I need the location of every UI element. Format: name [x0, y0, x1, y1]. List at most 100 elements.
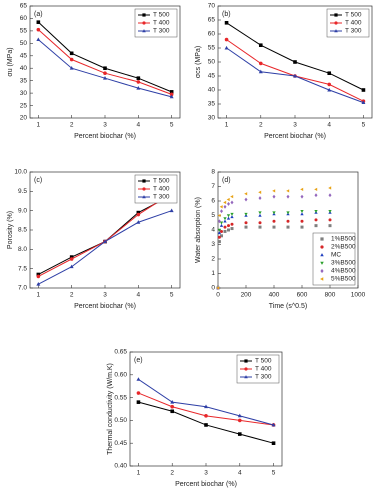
y-tick-label: 55 — [208, 45, 216, 52]
y-tick-label: 60 — [208, 31, 216, 38]
legend-label: T 300 — [153, 28, 170, 35]
y-tick-label: 0.55 — [114, 394, 127, 401]
data-point — [300, 194, 304, 199]
x-axis-label: Percent biochar (%) — [74, 303, 136, 310]
x-tick-label: 400 — [269, 292, 280, 299]
data-point — [169, 90, 174, 94]
data-point — [103, 71, 107, 75]
x-tick-label: 2 — [70, 122, 74, 129]
y-tick-label: 0 — [211, 285, 215, 292]
legend-marker — [320, 277, 324, 281]
legend-label: T 500 — [153, 12, 170, 19]
data-point — [286, 194, 290, 199]
data-point — [136, 76, 141, 80]
series-line — [38, 210, 172, 285]
y-tick-label: 8.5 — [18, 227, 27, 234]
y-tick-label: 0.65 — [114, 349, 127, 356]
data-point — [327, 71, 332, 75]
data-point — [286, 189, 290, 193]
data-point — [300, 212, 304, 216]
data-point — [230, 200, 234, 205]
legend-label: T 400 — [153, 20, 170, 27]
y-tick-label: 0.60 — [114, 372, 127, 379]
x-axis-label: Time (s^0.5) — [269, 303, 307, 310]
x-axis-label: Percent biochar (%) — [74, 133, 136, 140]
x-tick-label: 1000 — [351, 292, 366, 299]
data-point — [169, 92, 174, 97]
data-point — [230, 195, 234, 199]
legend-label: 1%B500 — [331, 236, 356, 243]
x-tick-label: 5 — [362, 122, 366, 129]
x-tick-label: 800 — [325, 292, 336, 299]
data-point — [69, 264, 74, 269]
legend-marker — [142, 179, 146, 183]
x-tick-label: 3 — [204, 470, 208, 477]
data-point — [223, 204, 227, 209]
data-point — [136, 85, 141, 90]
data-point — [361, 88, 366, 92]
data-point — [361, 100, 366, 105]
legend-label: T 300 — [255, 374, 272, 381]
y-tick-label: 45 — [20, 52, 28, 59]
legend-marker — [320, 268, 324, 274]
x-tick-label: 3 — [103, 292, 107, 299]
data-point — [69, 57, 74, 62]
panel-label: (c) — [34, 177, 42, 184]
data-point — [223, 225, 227, 229]
y-tick-label: 65 — [20, 3, 28, 10]
y-tick-label: 30 — [208, 115, 216, 122]
data-point — [224, 21, 229, 25]
data-point — [217, 213, 221, 218]
legend-marker — [334, 21, 338, 25]
data-point — [219, 223, 224, 227]
legend-marker — [142, 21, 146, 25]
y-axis-label: σu (MPa) — [7, 47, 14, 76]
legend-marker — [244, 375, 248, 379]
x-tick-label: 4 — [137, 122, 141, 129]
data-point — [258, 213, 262, 217]
data-point — [328, 218, 332, 222]
x-tick-label: 2 — [259, 122, 263, 129]
y-tick-label: 40 — [20, 65, 28, 72]
y-axis-label: Porosity (%) — [7, 211, 14, 249]
legend-marker — [244, 367, 248, 371]
data-point — [136, 80, 141, 84]
data-point — [258, 211, 262, 215]
y-tick-label: 35 — [20, 77, 28, 84]
data-point — [314, 209, 318, 213]
data-point — [36, 281, 41, 286]
series-line — [226, 39, 364, 102]
data-point — [272, 194, 276, 199]
data-point — [230, 215, 234, 219]
data-point — [286, 211, 290, 215]
data-point — [136, 391, 141, 395]
data-point — [300, 209, 304, 213]
data-point — [224, 45, 229, 50]
x-tick-label: 4 — [327, 122, 331, 129]
data-point — [36, 274, 41, 279]
data-point — [69, 257, 74, 261]
data-point — [220, 229, 223, 233]
y-tick-label: 45 — [208, 73, 216, 80]
legend-label: T 300 — [345, 28, 362, 35]
legend-label: MC — [331, 252, 341, 259]
data-point — [314, 224, 318, 228]
legend-label: T 500 — [345, 12, 362, 19]
data-point — [204, 414, 208, 418]
y-tick-label: 0.40 — [114, 463, 127, 470]
x-tick-label: 4 — [137, 292, 141, 299]
data-point — [327, 82, 332, 87]
x-tick-label: 3 — [103, 122, 107, 129]
y-tick-label: 1 — [211, 270, 215, 277]
y-tick-label: 70 — [208, 3, 216, 10]
y-tick-label: 50 — [20, 40, 28, 47]
y-axis-label: Water absorption (%) — [195, 197, 202, 263]
data-point — [136, 377, 141, 381]
y-tick-label: 20 — [20, 115, 28, 122]
data-point — [226, 216, 231, 220]
data-point — [258, 43, 263, 47]
series-line — [138, 378, 274, 426]
legend-label: T 500 — [255, 358, 272, 365]
data-point — [230, 222, 234, 226]
data-point — [217, 231, 222, 235]
